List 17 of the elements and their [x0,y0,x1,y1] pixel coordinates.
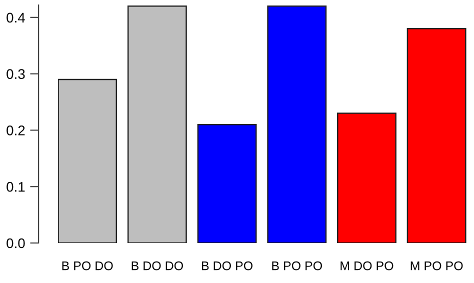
y-tick-label: 0.3 [6,69,25,79]
bar [197,124,257,243]
x-tick-label: B DO PO [202,261,252,270]
bar [406,28,466,243]
bar [58,78,118,243]
x-tick-label: B PO PO [272,261,322,270]
x-tick-label: B PO DO [62,261,113,270]
y-tick-label: 0.4 [6,12,25,23]
x-tick-label: M DO PO [340,261,394,270]
x-tick-label: B DO DO [132,261,183,270]
x-tick-label: M PO PO [410,261,463,270]
bar [337,112,396,243]
y-tick-label: 0.2 [6,126,25,136]
y-tick-label: 0.0 [6,238,25,248]
bar [267,6,327,243]
y-tick-label: 0.1 [6,182,25,192]
bar [127,6,187,243]
